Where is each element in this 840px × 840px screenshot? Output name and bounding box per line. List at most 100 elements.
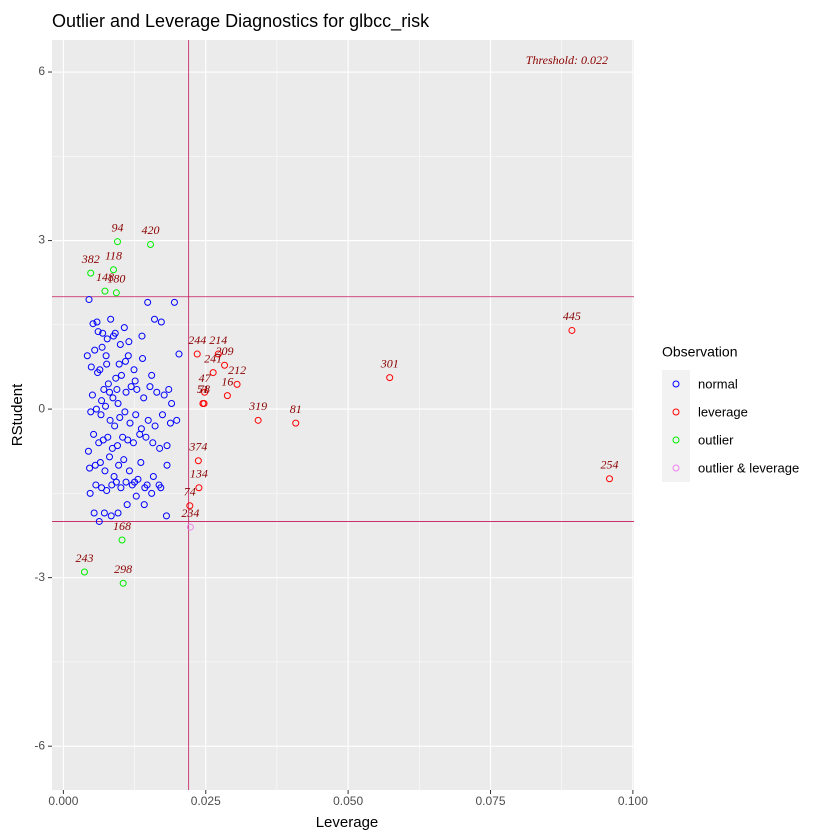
point [146, 383, 154, 391]
point [186, 502, 194, 510]
point [121, 357, 129, 365]
point [141, 484, 149, 492]
point [120, 456, 128, 464]
point [106, 388, 114, 396]
point [120, 324, 128, 332]
point [254, 416, 262, 424]
point-label: 78 [198, 382, 210, 396]
point [117, 371, 125, 379]
point [96, 458, 104, 466]
point [103, 360, 111, 368]
point [109, 394, 117, 402]
point [155, 481, 163, 489]
point [107, 315, 115, 323]
point [106, 416, 114, 424]
point [90, 509, 98, 517]
point [151, 422, 159, 430]
point [100, 385, 108, 393]
point [100, 509, 108, 517]
point-label: 374 [188, 440, 207, 454]
y-tick-label: 3 [38, 233, 45, 247]
point-label: 209 [216, 344, 234, 358]
point [112, 478, 120, 486]
point [606, 475, 614, 483]
point [132, 492, 140, 500]
panel [52, 40, 634, 790]
point-label: 16 [221, 374, 233, 388]
point [144, 416, 152, 424]
point [116, 414, 124, 422]
point [200, 399, 208, 407]
point-label: 445 [563, 309, 581, 323]
legend-title: Observation [662, 344, 737, 360]
point [124, 436, 132, 444]
point [148, 371, 156, 379]
point [134, 475, 142, 483]
point [166, 419, 174, 427]
point-label: 168 [113, 519, 131, 533]
point [101, 287, 109, 295]
point [98, 484, 106, 492]
point-label: 214 [209, 333, 227, 347]
point [86, 489, 94, 497]
point [131, 377, 139, 385]
point [108, 444, 116, 452]
point [118, 536, 126, 544]
point [201, 388, 209, 396]
point-label: 118 [105, 249, 122, 263]
point [94, 369, 102, 377]
point [112, 289, 120, 297]
legend-key [662, 454, 690, 482]
point-label: 134 [190, 467, 208, 481]
point [163, 442, 171, 450]
point [119, 433, 127, 441]
legend-label: leverage [698, 404, 748, 419]
point [103, 335, 111, 343]
point-label: 212 [228, 363, 246, 377]
point-label: 244 [188, 333, 206, 347]
point [163, 461, 171, 469]
point [128, 481, 136, 489]
point [139, 355, 147, 363]
legend-key [662, 398, 690, 426]
legend-key [662, 426, 690, 454]
point [123, 501, 131, 509]
point-label: 243 [75, 551, 93, 565]
point [92, 405, 100, 413]
point [194, 457, 202, 465]
point [168, 399, 176, 407]
y-tick-label: -6 [34, 738, 45, 752]
y-tick-label: 6 [38, 64, 45, 78]
point-label: 74 [184, 484, 196, 498]
legend-symbol [672, 408, 680, 416]
point [132, 411, 140, 419]
point [110, 266, 118, 274]
x-tick-label: 0.100 [618, 794, 648, 808]
legend-label: outlier [698, 432, 734, 447]
point [95, 517, 103, 525]
point [144, 298, 152, 306]
legend-symbol [672, 436, 680, 444]
point-label: 47 [199, 371, 212, 385]
point [103, 487, 111, 495]
point [133, 385, 141, 393]
point [92, 481, 100, 489]
legend-symbol [672, 464, 680, 472]
point-label: 319 [248, 399, 267, 413]
point [98, 343, 106, 351]
point-label: 301 [380, 356, 399, 370]
point [386, 374, 394, 382]
point-label: 382 [81, 252, 100, 266]
legend-symbol [672, 380, 680, 388]
point [86, 464, 94, 472]
point [115, 360, 123, 368]
point [158, 411, 166, 419]
point-label: 94 [111, 220, 123, 234]
point [233, 380, 241, 388]
point [104, 433, 112, 441]
point [136, 430, 144, 438]
chart-title: Outlier and Leverage Diagnostics for glb… [52, 11, 430, 32]
point [122, 388, 130, 396]
point [110, 332, 118, 340]
